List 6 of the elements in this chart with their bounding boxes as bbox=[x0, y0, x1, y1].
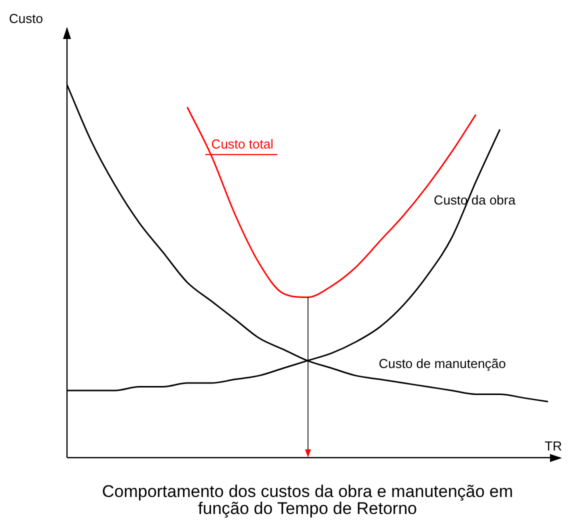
text: Comportamento dos custos da obra e manutenção em função do Tempo de Retorno bbox=[102, 482, 514, 518]
series-label: Custo total bbox=[211, 136, 274, 152]
series-label: Custo de manutenção bbox=[378, 356, 506, 372]
x-axis-title: TR bbox=[544, 438, 562, 454]
series-label: Custo da obra bbox=[434, 192, 516, 208]
y-axis-title: Custo bbox=[9, 11, 43, 26]
